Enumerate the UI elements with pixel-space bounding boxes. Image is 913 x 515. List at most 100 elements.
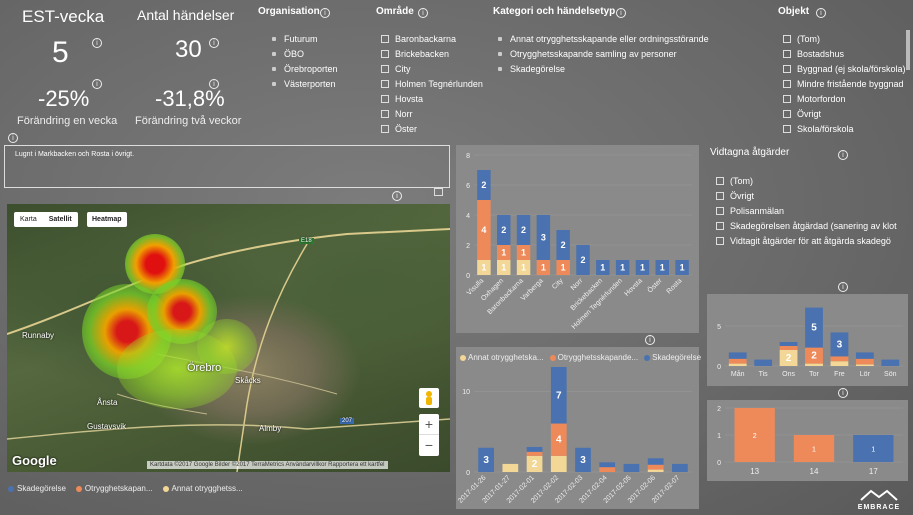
data-label: 1 xyxy=(660,263,665,273)
bar-segment xyxy=(855,352,874,359)
slicer-atgarder-title: Vidtagna åtgärder xyxy=(710,147,790,158)
bar-segment xyxy=(576,245,590,275)
legend-item[interactable]: Skadegörelse xyxy=(644,353,701,362)
kpi-events-change-label: Förändring två veckor xyxy=(135,115,242,127)
legend-item[interactable]: Otrygghetsskapande... xyxy=(549,353,638,362)
info-icon[interactable]: i xyxy=(392,191,402,201)
x-tick-label: 17 xyxy=(869,467,878,476)
slicer-item[interactable]: Holmen Tegnérlunden xyxy=(381,76,489,91)
slicer-item[interactable]: Övrigt xyxy=(716,188,906,203)
slicer-item[interactable]: Brickebacken xyxy=(381,46,489,61)
bar-segment xyxy=(496,260,511,275)
x-tick-label: Norr xyxy=(570,277,585,292)
info-icon[interactable]: i xyxy=(838,388,848,398)
legend-dot xyxy=(549,354,556,361)
slicer-item[interactable]: Annat otrygghetsskapande eller ordningss… xyxy=(498,31,738,46)
kpi-week-change-label: Förändring en vecka xyxy=(17,115,118,127)
x-tick-label: Hovsta xyxy=(624,277,644,297)
y-tick-label: 5 xyxy=(717,324,721,331)
bar-segment xyxy=(779,346,798,350)
slicer-item[interactable]: Skadegörelsen åtgärdad (sanering av klot xyxy=(716,218,906,233)
slicer-item[interactable]: Mindre fristående byggnad xyxy=(783,76,911,91)
x-tick-label: City xyxy=(551,277,565,291)
map-karta-button[interactable]: Karta xyxy=(20,216,37,223)
bar-segment xyxy=(478,447,494,472)
info-icon[interactable]: i xyxy=(645,335,655,345)
data-label: 1 xyxy=(481,263,486,273)
slicer-item[interactable]: Öster xyxy=(381,121,489,136)
info-icon[interactable]: i xyxy=(838,282,848,292)
map-legend: Skadegörelse Otrygghetskapan... Annat ot… xyxy=(8,484,243,493)
slicer-item[interactable]: Otrygghetsskapande samling av personer xyxy=(498,46,738,61)
slicer-omrade: Baronbackarna Brickebacken City Holmen T… xyxy=(381,31,489,136)
bar-segment xyxy=(623,463,640,472)
slicer-atgarder: (Tom) Övrigt Polisanmälan Skadegörelsen … xyxy=(716,173,906,248)
bar-segment xyxy=(550,455,567,472)
info-icon[interactable]: i xyxy=(418,8,428,18)
slicer-item[interactable]: Futurum xyxy=(272,31,372,46)
slicer-item[interactable]: Västerporten xyxy=(272,76,372,91)
info-icon[interactable]: i xyxy=(816,8,826,18)
data-label: 2 xyxy=(811,351,817,362)
slicer-item[interactable]: Bostadshus xyxy=(783,46,911,61)
slicer-item[interactable]: Övrigt xyxy=(783,106,911,121)
map-view[interactable]: Karta Satellit Heatmap Runnaby Gustavsvi… xyxy=(7,204,450,472)
info-icon[interactable]: i xyxy=(616,8,626,18)
bar-segment xyxy=(635,260,650,275)
x-tick-label: Ons xyxy=(782,371,795,378)
slicer-item[interactable]: ÖBO xyxy=(272,46,372,61)
slicer-item[interactable]: Norr xyxy=(381,106,489,121)
slicer-item[interactable]: Skola/förskola xyxy=(783,121,911,136)
slicer-item[interactable]: (Tom) xyxy=(783,31,911,46)
slicer-item[interactable]: Örebroporten xyxy=(272,61,372,76)
chart-by-week-panel: 0 1 2 2 13 1 14 1 17 xyxy=(707,400,908,481)
slicer-item[interactable]: Byggnad (ej skola/förskola) xyxy=(783,61,911,76)
slicer-item[interactable]: Motorfordon xyxy=(783,91,911,106)
data-label: 1 xyxy=(521,248,526,258)
slicer-item[interactable]: (Tom) xyxy=(716,173,906,188)
map-satellit-button[interactable]: Satellit xyxy=(48,216,72,223)
map-label: Gustavsvik xyxy=(87,422,127,431)
y-tick-label: 4 xyxy=(466,213,470,220)
google-logo: Google xyxy=(12,453,57,468)
slicer-item[interactable]: Vidtagit åtgärder för att åtgärda skadeg… xyxy=(716,233,906,248)
slicer-item[interactable]: Hovsta xyxy=(381,91,489,106)
comment-text: Lugnt i Markbacken och Rosta i övrigt. xyxy=(15,151,135,158)
kpi-events-value: 30 xyxy=(175,36,202,63)
focus-mode-icon[interactable] xyxy=(434,188,443,196)
info-icon[interactable]: i xyxy=(838,150,848,160)
chart-by-date-panel: Annat otrygghetska... Otrygghetsskapande… xyxy=(456,347,701,509)
info-icon[interactable]: i xyxy=(92,38,102,48)
slicer-scrollbar[interactable] xyxy=(906,30,910,70)
chart-by-area-panel: 0 2 4 6 8 1 4 2 Visulla 1 1 2 Oxhagen 1 1 2 Baronbackarn… xyxy=(456,145,699,333)
map-type-control: Karta Satellit xyxy=(14,212,78,227)
comment-box: Lugnt i Markbacken och Rosta i övrigt. xyxy=(4,145,450,188)
legend-item[interactable]: Skadegörelse xyxy=(8,484,66,493)
chart-by-area: 02468142Visulla112Oxhagen112Baronbackarn… xyxy=(466,153,692,331)
x-tick-label: Sön xyxy=(884,371,897,378)
data-label: 2 xyxy=(481,180,486,190)
slicer-item[interactable]: Skadegörelse xyxy=(498,61,738,76)
legend-item[interactable]: Annat otrygghetska... xyxy=(460,353,544,362)
legend-item[interactable]: Otrygghetskapan... xyxy=(75,484,153,493)
heatmap-button[interactable]: Heatmap xyxy=(87,212,127,227)
legend-item[interactable]: Annat otrygghetss... xyxy=(162,484,243,493)
data-label: 5 xyxy=(811,323,817,334)
slicer-item[interactable]: Baronbackarna xyxy=(381,31,489,46)
bar-segment xyxy=(575,447,591,472)
slicer-item[interactable]: City xyxy=(381,61,489,76)
legend-dot xyxy=(162,485,169,492)
y-tick-label: 0 xyxy=(717,460,721,467)
slicer-item[interactable]: Polisanmälan xyxy=(716,203,906,218)
info-icon[interactable]: i xyxy=(209,38,219,48)
info-icon[interactable]: i xyxy=(92,79,102,89)
zoom-out-button[interactable]: − xyxy=(424,437,434,453)
info-icon[interactable]: i xyxy=(320,8,330,18)
info-icon[interactable]: i xyxy=(209,79,219,89)
info-icon[interactable]: i xyxy=(8,133,18,143)
zoom-in-button[interactable]: + xyxy=(419,414,439,435)
slicer-kategori: Annat otrygghetsskapande eller ordningss… xyxy=(498,31,738,76)
bar-segment xyxy=(477,260,491,275)
data-label: 2 xyxy=(521,225,526,235)
pegman-icon[interactable] xyxy=(419,388,439,408)
